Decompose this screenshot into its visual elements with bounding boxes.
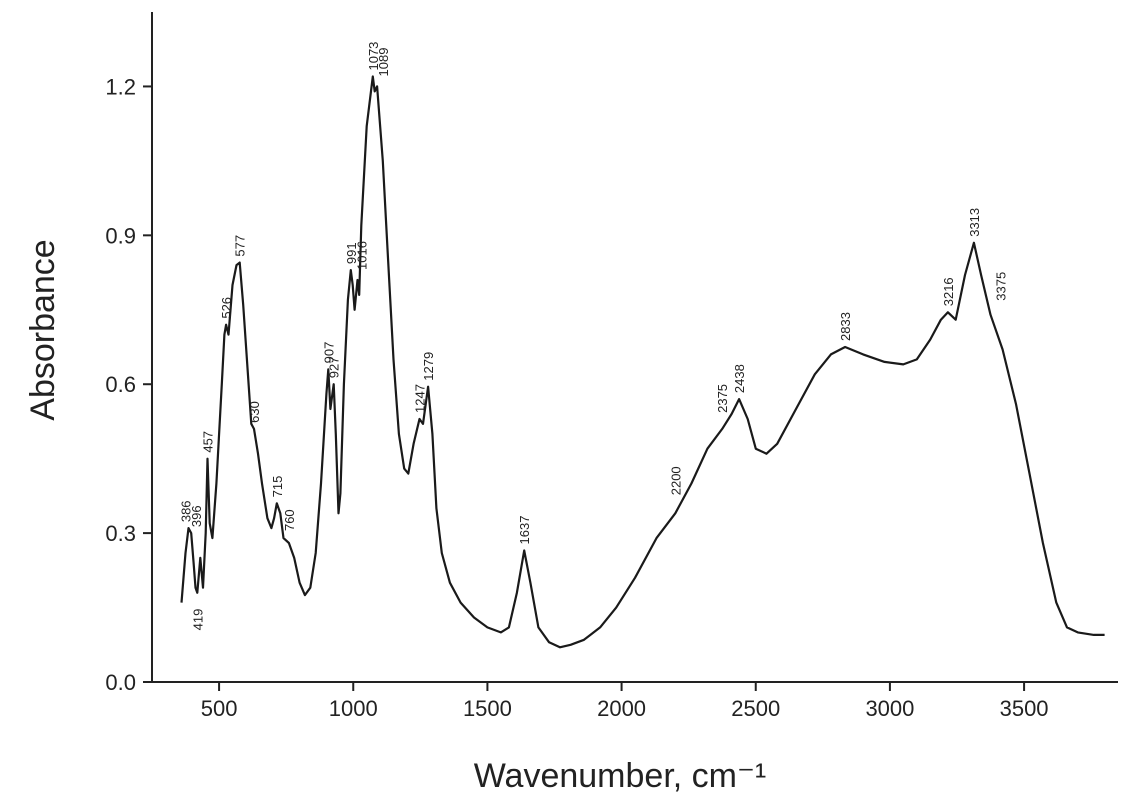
peak-label: 2375 bbox=[715, 384, 730, 413]
peak-label: 3313 bbox=[967, 208, 982, 237]
y-tick-label: 0.9 bbox=[105, 223, 136, 248]
peak-label: 396 bbox=[189, 505, 204, 527]
x-tick-label: 1500 bbox=[463, 696, 512, 721]
peak-label: 2200 bbox=[668, 466, 683, 495]
x-tick-label: 1000 bbox=[329, 696, 378, 721]
x-tick-label: 500 bbox=[201, 696, 238, 721]
peak-label: 577 bbox=[233, 235, 248, 257]
x-tick-label: 3000 bbox=[865, 696, 914, 721]
peak-label: 760 bbox=[282, 509, 297, 531]
x-tick-label: 2500 bbox=[731, 696, 780, 721]
peak-label: 630 bbox=[247, 401, 262, 423]
peak-label: 1637 bbox=[517, 516, 532, 545]
peak-label: 2833 bbox=[838, 312, 853, 341]
peak-label: 526 bbox=[219, 297, 234, 319]
y-tick-label: 1.2 bbox=[105, 74, 136, 99]
y-axis-label: Absorbance bbox=[24, 239, 62, 420]
peak-label: 1016 bbox=[355, 241, 370, 270]
peak-label: 907 bbox=[321, 342, 336, 364]
peak-label: 3375 bbox=[994, 272, 1009, 301]
x-axis-label: Wavenumber, cm⁻¹ bbox=[474, 757, 767, 795]
peak-label: 991 bbox=[344, 242, 359, 264]
x-tick-label: 2000 bbox=[597, 696, 646, 721]
peak-label: 386 bbox=[178, 500, 193, 522]
peak-label: 3216 bbox=[941, 277, 956, 306]
peak-label: 1073 bbox=[366, 42, 381, 71]
y-tick-label: 0.3 bbox=[105, 521, 136, 546]
y-tick-label: 0.0 bbox=[105, 670, 136, 695]
peak-label: 1247 bbox=[413, 384, 428, 413]
y-tick-label: 0.6 bbox=[105, 372, 136, 397]
peak-label: 1279 bbox=[421, 352, 436, 381]
peak-label: 457 bbox=[201, 431, 216, 453]
peak-label: 715 bbox=[270, 476, 285, 498]
spectrum-line bbox=[180, 75, 1105, 649]
peak-label: 419 bbox=[190, 609, 205, 631]
peak-label: 1089 bbox=[376, 48, 391, 77]
peak-label: 2438 bbox=[732, 364, 747, 393]
x-tick-label: 3500 bbox=[1000, 696, 1049, 721]
peak-label: 927 bbox=[327, 357, 342, 379]
